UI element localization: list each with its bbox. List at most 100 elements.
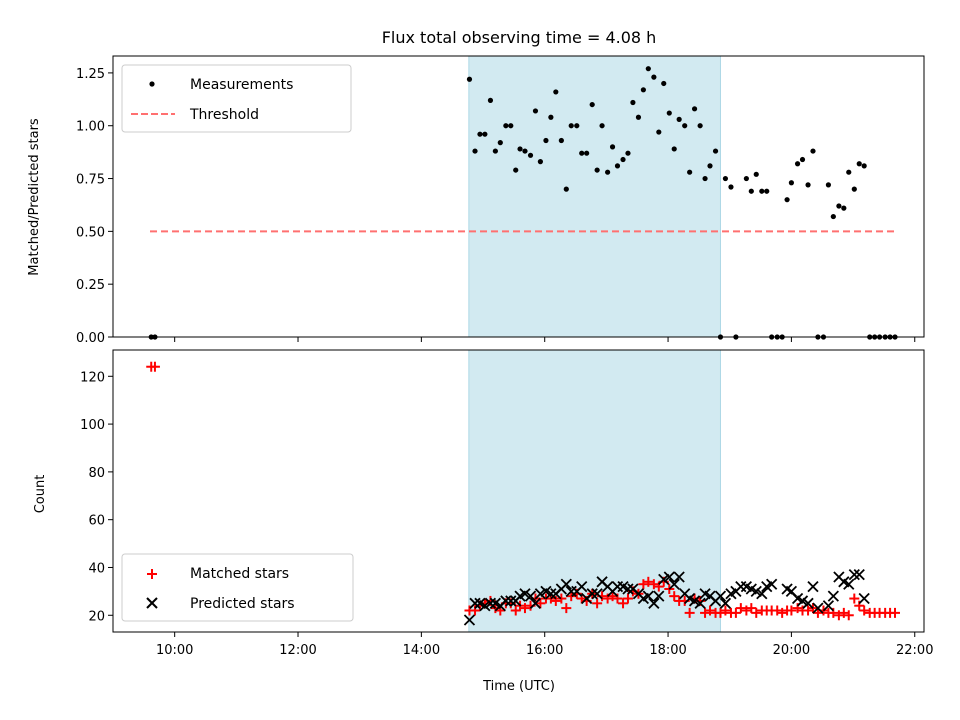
- matched-star-point: [730, 607, 741, 618]
- measurement-point: [614, 163, 621, 169]
- predicted-star-point: [663, 571, 675, 583]
- predicted-star-point: [524, 590, 537, 602]
- measurement-point: [702, 175, 708, 182]
- predicted-star-point: [714, 590, 727, 602]
- measurement-point: [605, 169, 611, 175]
- ratio-legend-box: [121, 64, 352, 133]
- measurement-point: [841, 205, 847, 211]
- y-tick-label: 1.25: [76, 67, 105, 82]
- measurement-point: [825, 182, 832, 188]
- measurement-point: [487, 97, 494, 103]
- x-tick-label: 10:00: [156, 643, 193, 658]
- matched-star-point: [519, 603, 530, 614]
- observing-window-band: [468, 349, 721, 633]
- matched-star-point: [704, 605, 715, 616]
- measurement-point: [477, 131, 483, 137]
- observing-window-shade: [468, 55, 721, 338]
- measurement-point: [805, 182, 811, 188]
- measurement-point: [656, 129, 662, 135]
- measurement-point: [513, 167, 519, 173]
- ratio-x-axis-ticks: [174, 337, 916, 342]
- matched-star-point: [622, 593, 633, 604]
- matched-star-point: [746, 603, 757, 614]
- predicted-star-point: [642, 590, 654, 602]
- measurement-point: [640, 87, 646, 93]
- y-tick-label: 0.75: [76, 173, 105, 188]
- predicted-star-point: [673, 571, 685, 583]
- measurement-point: [584, 150, 590, 156]
- predicted-star-point: [807, 580, 819, 593]
- y-tick-label: 1.00: [76, 120, 105, 135]
- measurement-point: [625, 150, 631, 156]
- matched-star-point: [859, 605, 870, 616]
- measurement-point: [691, 106, 698, 112]
- measurement-point: [682, 123, 688, 129]
- measurement-point: [851, 186, 857, 192]
- x-tick-label: 20:00: [773, 643, 810, 658]
- measurement-point: [687, 169, 693, 175]
- count-y-axis-ticks: 20 40 60 80 100 120: [80, 370, 113, 624]
- matched-star-point: [735, 603, 746, 614]
- ratio-y-axis-label: Matched/Predicted stars: [27, 118, 42, 276]
- matched-star-point: [556, 593, 567, 604]
- predicted-star-point: [694, 597, 706, 609]
- measurement-point: [508, 123, 514, 129]
- measurement-point: [666, 110, 672, 116]
- legend-matched-marker: [147, 569, 157, 579]
- predicted-star-point: [796, 595, 809, 607]
- predicted-star-point: [653, 590, 665, 602]
- predicted-star-point: [500, 595, 512, 607]
- measurement-point: [522, 148, 528, 154]
- predicted-star-point: [469, 597, 481, 609]
- legend-predicted-marker: [146, 597, 158, 609]
- matched-star-point: [643, 576, 654, 587]
- measurement-point: [574, 123, 580, 129]
- measurement-point: [753, 171, 759, 177]
- y-tick-label: 0.25: [76, 278, 105, 293]
- matched-star-point: [751, 607, 762, 618]
- y-tick-label: 20: [88, 609, 105, 624]
- matched-star-point: [684, 607, 695, 618]
- measurement-point: [856, 161, 862, 167]
- measurement-point: [599, 123, 605, 129]
- matched-star-point: [669, 591, 680, 602]
- measurement-point: [759, 188, 765, 194]
- legend-matched-label: Matched stars: [190, 566, 289, 582]
- x-tick-label: 22:00: [896, 643, 933, 658]
- ratio-legend: Measurements Threshold: [121, 64, 352, 133]
- predicted-star-point: [519, 588, 531, 600]
- predicted-star-point: [648, 597, 660, 609]
- predicted-star-point: [853, 569, 865, 581]
- measurement-point: [861, 163, 867, 169]
- matched-star-point: [618, 598, 629, 609]
- measurement-point: [836, 203, 842, 209]
- observing-window-band: [468, 55, 721, 338]
- measurement-point: [492, 148, 498, 154]
- measurement-point: [527, 152, 534, 158]
- predicted-star-point: [750, 585, 762, 598]
- measurement-point: [558, 137, 564, 144]
- matched-star-point: [561, 603, 572, 614]
- predicted-stars-points: [463, 569, 870, 626]
- measurement-point: [784, 197, 790, 203]
- ratio-panel: 0.00 0.25 0.50 0.75 1.00 1.25 Matched/Predict…: [27, 55, 925, 346]
- predicted-star-point: [756, 588, 768, 600]
- matched-star-point: [720, 605, 731, 616]
- matched-star-point: [149, 361, 160, 372]
- predicted-star-point: [529, 597, 542, 609]
- legend-predicted-label: Predicted stars: [190, 596, 295, 612]
- count-legend-box: [121, 553, 354, 622]
- chart-title: Flux total observing time = 4.08 h: [382, 28, 657, 47]
- x-tick-label: 16:00: [526, 643, 563, 658]
- measurement-point: [635, 114, 642, 120]
- ratio-panel-frame: [112, 55, 925, 338]
- measurement-point: [788, 180, 795, 186]
- measurement-point: [466, 76, 473, 82]
- x-tick-label: 12:00: [279, 643, 316, 658]
- measurement-point: [697, 123, 703, 129]
- measurement-point: [543, 137, 549, 144]
- predicted-star-point: [479, 600, 491, 612]
- y-tick-label: 40: [88, 561, 105, 576]
- matched-star-point: [849, 593, 860, 604]
- predicted-star-point: [822, 600, 835, 612]
